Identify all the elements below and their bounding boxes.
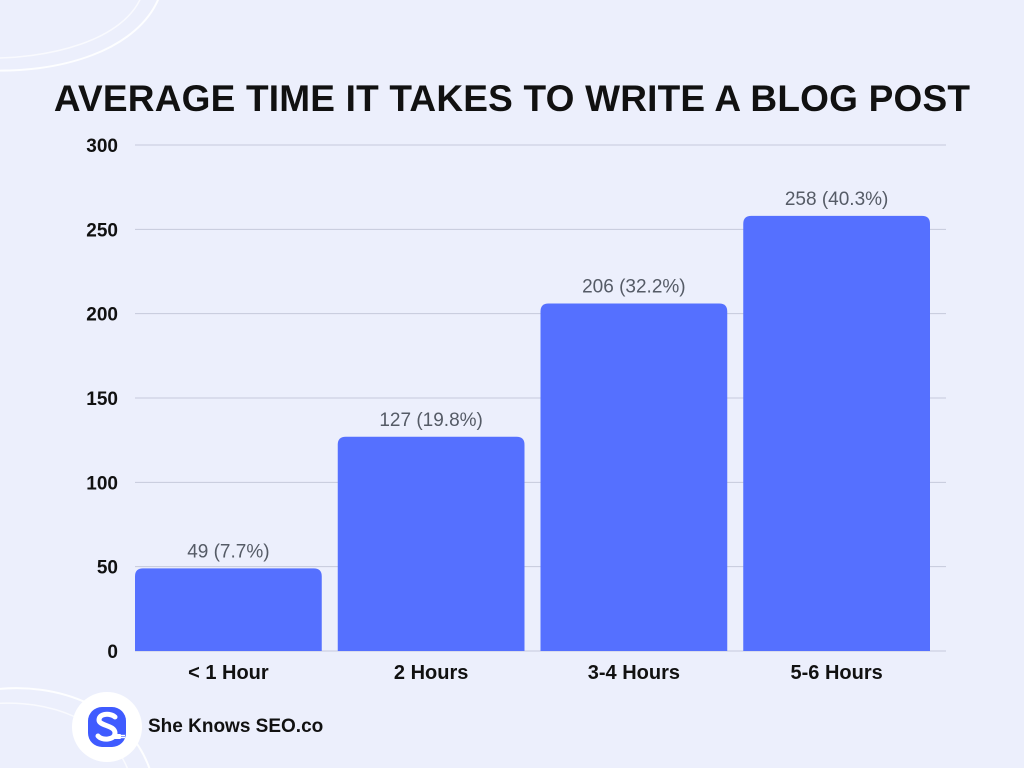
x-axis: < 1 Hour 2 Hours 3-4 Hours 5-6 Hours <box>188 662 883 684</box>
y-tick-label: 50 <box>97 558 118 579</box>
x-tick-label: < 1 Hour <box>188 662 269 684</box>
x-tick-label: 2 Hours <box>394 662 468 684</box>
y-tick-label: 200 <box>86 305 118 326</box>
data-label: 258 (40.3%) <box>785 189 889 210</box>
bar <box>743 215 930 651</box>
x-tick-label: 5-6 Hours <box>791 662 883 684</box>
y-tick-label: 300 <box>86 136 118 157</box>
data-labels: 49 (7.7%) 127 (19.8%) 206 (32.2%) 258 (40.3… <box>187 189 888 563</box>
data-label: 206 (32.2%) <box>582 277 686 298</box>
brand: She Knows SEO.co <box>72 692 323 762</box>
chart-title: AVERAGE TIME IT TAKES TO WRITE A BLOG PO… <box>53 78 971 119</box>
data-label: 49 (7.7%) <box>187 541 269 562</box>
x-tick-label: 3-4 Hours <box>588 662 680 684</box>
s-letter-plug-logo-icon <box>72 692 142 762</box>
bar <box>540 303 728 651</box>
brand-name: She Knows SEO.co <box>148 716 324 737</box>
y-tick-label: 250 <box>86 220 118 241</box>
y-axis: 0 50 100 150 200 250 300 <box>86 136 118 663</box>
bar <box>135 568 322 651</box>
y-tick-label: 0 <box>107 642 118 663</box>
bar <box>337 436 525 651</box>
y-tick-label: 100 <box>86 473 118 494</box>
data-label: 127 (19.8%) <box>379 410 483 431</box>
y-tick-label: 150 <box>86 389 118 410</box>
bars <box>135 215 930 651</box>
